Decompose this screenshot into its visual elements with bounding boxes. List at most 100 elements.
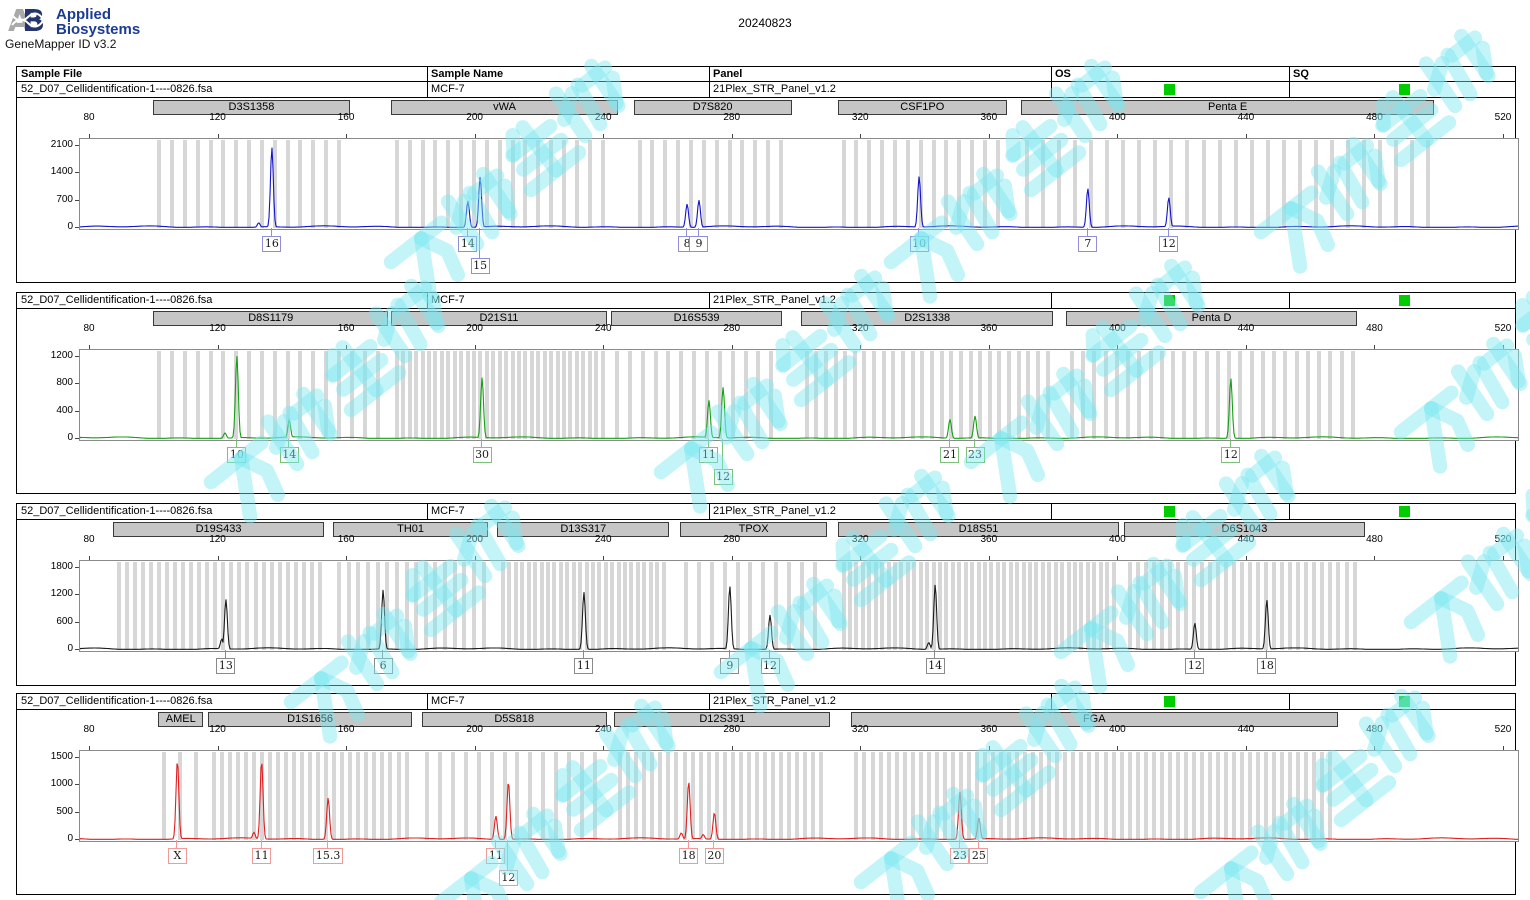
allele-bin [1320, 562, 1325, 650]
x-axis-tick [860, 134, 862, 138]
allele-bin [555, 351, 560, 439]
marker-bar-Penta D: Penta D [1065, 311, 1358, 326]
allele-label-D16S539-12[interactable]: 12 [713, 469, 733, 485]
allele-label-D12S391-18[interactable]: 18 [679, 848, 699, 864]
column-divider [427, 67, 428, 81]
allele-label-D3S1358-16[interactable]: 16 [262, 236, 282, 252]
allele-bin [388, 752, 393, 840]
allele-label-Penta E-12[interactable]: 12 [1159, 236, 1179, 252]
allele-bin [472, 562, 477, 650]
allele-bin [1191, 562, 1196, 650]
allele-label-D18S51-14[interactable]: 14 [925, 658, 945, 674]
allele-bin [259, 140, 264, 228]
allele-label-vWA-15[interactable]: 15 [470, 258, 490, 274]
allele-label-D6S1043-12[interactable]: 12 [1185, 658, 1205, 674]
y-axis-label: 700 [56, 193, 73, 205]
allele-label-D6S1043-18[interactable]: 18 [1257, 658, 1277, 674]
allele-bin [1143, 562, 1148, 650]
allele-bin [692, 351, 697, 439]
allele-label-D19S433-13[interactable]: 13 [216, 658, 236, 674]
allele-bin [502, 752, 507, 840]
allele-bin [1272, 752, 1277, 840]
allele-bin [982, 140, 987, 228]
allele-label-vWA-14[interactable]: 14 [458, 236, 478, 252]
allele-bin [169, 140, 174, 228]
x-axis-tick [603, 556, 605, 560]
allele-bin [1175, 562, 1180, 650]
allele-bin [349, 351, 354, 439]
allele-label-Penta D-12[interactable]: 12 [1221, 447, 1241, 463]
allele-bin [149, 562, 154, 650]
allele-label-D13S317-11[interactable]: 11 [574, 658, 594, 674]
logo-letter-b: B [22, 4, 46, 39]
allele-label-D2S1338-23[interactable]: 23 [965, 447, 985, 463]
allele-bin [259, 752, 264, 840]
allele-label-D21S11-30[interactable]: 30 [472, 447, 492, 463]
marker-bar-D5S818: D5S818 [421, 712, 607, 727]
allele-bin [748, 562, 753, 650]
allele-label-D5S818-11[interactable]: 11 [486, 848, 506, 864]
allele-label-D7S820-9[interactable]: 9 [689, 236, 709, 252]
column-divider [709, 82, 710, 97]
allele-label-FGA-23[interactable]: 23 [950, 848, 970, 864]
column-divider [1289, 504, 1290, 519]
allele-connector-line [1086, 228, 1088, 236]
allele-bin [394, 562, 399, 650]
allele-bin [1378, 140, 1383, 228]
allele-bin [513, 562, 518, 650]
allele-bin [425, 752, 430, 840]
x-axis-label: 200 [466, 323, 483, 334]
allele-bin [484, 140, 489, 228]
marker-bar-D19S433: D19S433 [113, 522, 324, 537]
allele-bin [1111, 562, 1116, 650]
allele-bin [364, 752, 369, 840]
allele-bin [982, 562, 987, 650]
allele-connector-line [224, 650, 226, 658]
allele-bin [404, 562, 409, 650]
allele-label-D16S539-11[interactable]: 11 [699, 447, 719, 463]
allele-bin [285, 562, 290, 650]
allele-bin [756, 351, 761, 439]
y-axis-label: 1200 [50, 350, 73, 361]
allele-label-D8S1179-10[interactable]: 10 [227, 447, 247, 463]
allele-label-TPOX-12[interactable]: 12 [760, 658, 780, 674]
allele-bin [999, 752, 1004, 840]
allele-label-TPOX-9[interactable]: 9 [720, 658, 740, 674]
marker-bar-D2S1338: D2S1338 [800, 311, 1054, 326]
report-date: 20240823 [738, 16, 792, 30]
allele-bin [902, 752, 907, 840]
allele-label-TH01-6[interactable]: 6 [373, 658, 393, 674]
x-axis-label: 360 [980, 323, 998, 334]
y-axis-tick [75, 621, 79, 623]
allele-label-D2S1338-21[interactable]: 21 [940, 447, 960, 463]
allele-label-D1S1656-15.3[interactable]: 15.3 [313, 848, 344, 864]
allele-bin [640, 351, 645, 439]
allele-bin [452, 562, 457, 650]
allele-bin [626, 752, 631, 840]
column-divider [427, 82, 428, 97]
allele-bin [1121, 140, 1126, 228]
allele-label-D12S391-20[interactable]: 20 [704, 848, 724, 864]
y-axis-label: 2100 [50, 139, 73, 150]
allele-bin [1127, 562, 1132, 650]
allele-bin [433, 140, 438, 228]
allele-label-D8S1179-14[interactable]: 14 [279, 447, 299, 463]
allele-bin [1328, 351, 1333, 439]
allele-connector-line [466, 228, 468, 236]
allele-label-D1S1656-11[interactable]: 11 [252, 848, 272, 864]
allele-bin [301, 562, 306, 650]
x-axis-label: 520 [1494, 724, 1512, 735]
allele-label-Penta E-7[interactable]: 7 [1078, 236, 1098, 252]
allele-label-AMEL-X[interactable]: X [167, 848, 187, 864]
x-axis-tick [217, 746, 219, 750]
allele-label-CSF1PO-10[interactable]: 10 [909, 236, 929, 252]
col-header-os: OS [1055, 68, 1071, 80]
allele-bin [1137, 140, 1142, 228]
allele-bin [769, 351, 774, 439]
allele-bin [1248, 752, 1253, 840]
allele-bin [1072, 562, 1077, 650]
allele-bin [717, 351, 722, 439]
allele-label-D5S818-12[interactable]: 12 [498, 870, 518, 886]
allele-label-FGA-25[interactable]: 25 [969, 848, 989, 864]
allele-bin [714, 140, 719, 228]
